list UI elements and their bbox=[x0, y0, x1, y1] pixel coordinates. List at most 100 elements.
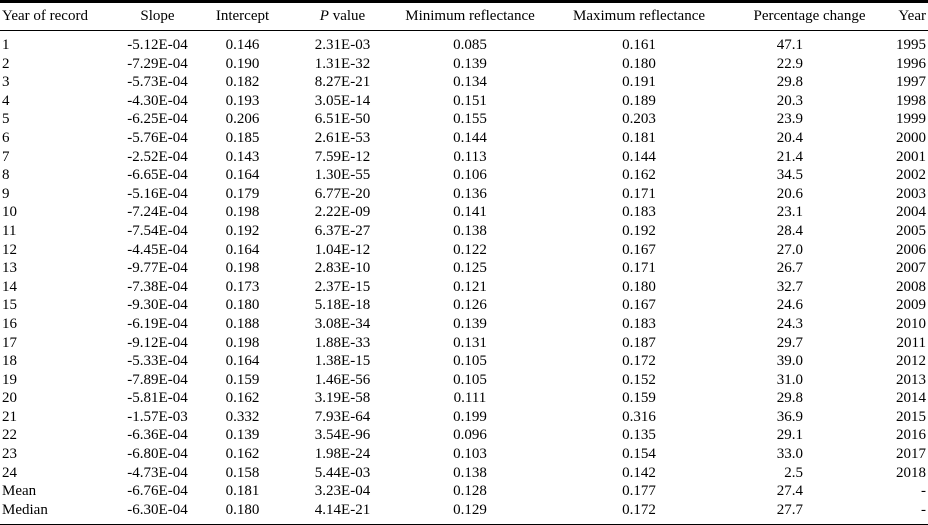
cell-p_value: 3.19E-58 bbox=[314, 390, 371, 407]
table-header: Year of record Slope Intercept P value M… bbox=[0, 1, 928, 31]
cell-p_value: 2.31E-03 bbox=[314, 37, 371, 53]
cell-year_of_record: 24 bbox=[2, 464, 17, 481]
cell-year_of_record: Mean bbox=[2, 483, 37, 500]
cell-min_reflectance: 0.122 bbox=[453, 241, 487, 258]
cell-year: 2010 bbox=[896, 315, 926, 332]
cell-year: 2014 bbox=[896, 390, 926, 407]
cell-intercept: 0.162 bbox=[225, 446, 260, 463]
cell-max_reflectance: 0.171 bbox=[622, 260, 656, 277]
cell-year_of_record: 17 bbox=[2, 334, 17, 351]
cell-percentage_change: 24.6 bbox=[776, 297, 803, 314]
cell-p_value: 1.04E-12 bbox=[314, 241, 371, 258]
cell-max_reflectance: 0.154 bbox=[622, 446, 656, 463]
cell-intercept: 0.180 bbox=[225, 297, 260, 314]
cell-year: 2008 bbox=[896, 278, 926, 295]
cell-year: 2005 bbox=[896, 222, 926, 239]
cell-year: 1999 bbox=[896, 111, 926, 128]
cell-year_of_record: 3 bbox=[2, 74, 10, 91]
cell-p_value: 1.46E-56 bbox=[314, 371, 371, 388]
cell-year_of_record: 14 bbox=[2, 278, 17, 295]
table-row: 1 -5.12E-04 0.146 2.31E-03 0.085 0.161 47.1 199… bbox=[0, 31, 928, 55]
cell-year_of_record: 11 bbox=[2, 222, 17, 239]
cell-year_of_record: 5 bbox=[2, 111, 10, 128]
cell-min_reflectance: 0.199 bbox=[453, 408, 487, 425]
cell-slope: -7.89E-04 bbox=[127, 371, 188, 388]
cell-intercept: 0.164 bbox=[225, 241, 260, 258]
table-row: 7 -2.52E-04 0.143 7.59E-12 0.113 0.144 21.4 200… bbox=[0, 148, 928, 167]
cell-p_value: 2.37E-15 bbox=[314, 278, 371, 295]
cell-year: 2017 bbox=[896, 446, 926, 463]
table-row: 19 -7.89E-04 0.159 1.46E-56 0.105 0.152 31.0 20… bbox=[0, 371, 928, 390]
cell-year: 2015 bbox=[896, 408, 926, 425]
cell-p_value: 2.83E-10 bbox=[314, 260, 371, 277]
cell-year_of_record: 22 bbox=[2, 427, 17, 444]
table-row: 10 -7.24E-04 0.198 2.22E-09 0.141 0.183 23.1 20… bbox=[0, 203, 928, 222]
cell-min_reflectance: 0.113 bbox=[453, 148, 487, 165]
cell-percentage_change: 2.5 bbox=[784, 464, 803, 481]
cell-year: 1995 bbox=[896, 37, 926, 53]
cell-p_value: 6.51E-50 bbox=[314, 111, 371, 128]
table-row: 15 -9.30E-04 0.180 5.18E-18 0.126 0.167 24.6 20… bbox=[0, 296, 928, 315]
cell-min_reflectance: 0.103 bbox=[453, 446, 487, 463]
cell-percentage_change: 20.3 bbox=[776, 92, 803, 109]
cell-slope: -2.52E-04 bbox=[127, 148, 188, 165]
table-row: 2 -7.29E-04 0.190 1.31E-32 0.139 0.180 22.9 199… bbox=[0, 55, 928, 74]
cell-intercept: 0.164 bbox=[225, 167, 260, 184]
cell-year: 2001 bbox=[896, 148, 926, 165]
cell-year: 1996 bbox=[896, 55, 926, 72]
cell-max_reflectance: 0.171 bbox=[622, 185, 656, 202]
cell-slope: -5.16E-04 bbox=[127, 185, 188, 202]
cell-min_reflectance: 0.155 bbox=[453, 111, 487, 128]
cell-intercept: 0.198 bbox=[225, 334, 260, 351]
cell-intercept: 0.332 bbox=[225, 408, 260, 425]
cell-year: 2007 bbox=[896, 260, 926, 277]
cell-max_reflectance: 0.181 bbox=[622, 129, 656, 146]
cell-intercept: 0.190 bbox=[225, 55, 260, 72]
cell-intercept: 0.192 bbox=[225, 222, 260, 239]
cell-max_reflectance: 0.167 bbox=[622, 241, 656, 258]
table-row: 5 -6.25E-04 0.206 6.51E-50 0.155 0.203 23.9 199… bbox=[0, 110, 928, 129]
cell-year: 2003 bbox=[896, 185, 926, 202]
cell-slope: -5.73E-04 bbox=[127, 74, 188, 91]
cell-max_reflectance: 0.152 bbox=[622, 371, 656, 388]
cell-year_of_record: Median bbox=[2, 501, 48, 518]
cell-max_reflectance: 0.191 bbox=[622, 74, 656, 91]
cell-year: 2012 bbox=[896, 353, 926, 370]
cell-slope: -9.30E-04 bbox=[127, 297, 188, 314]
cell-year: 2006 bbox=[896, 241, 926, 258]
table-row: 8 -6.65E-04 0.164 1.30E-55 0.106 0.162 34.5 200… bbox=[0, 166, 928, 185]
header-row: Year of record Slope Intercept P value M… bbox=[0, 1, 928, 31]
cell-intercept: 0.182 bbox=[225, 74, 260, 91]
cell-year: 2018 bbox=[896, 464, 926, 481]
cell-year: 2009 bbox=[896, 297, 926, 314]
cell-p_value: 3.23E-04 bbox=[314, 483, 371, 500]
cell-min_reflectance: 0.141 bbox=[453, 204, 487, 221]
cell-percentage_change: 29.1 bbox=[776, 427, 803, 444]
cell-max_reflectance: 0.187 bbox=[622, 334, 656, 351]
cell-year: - bbox=[921, 501, 926, 518]
cell-year_of_record: 16 bbox=[2, 315, 17, 332]
cell-max_reflectance: 0.144 bbox=[622, 148, 656, 165]
column-header-year-of-record: Year of record bbox=[0, 1, 115, 31]
cell-year_of_record: 6 bbox=[2, 129, 10, 146]
cell-min_reflectance: 0.111 bbox=[453, 390, 487, 407]
table-row: 22 -6.36E-04 0.139 3.54E-96 0.096 0.135 29.1 20… bbox=[0, 426, 928, 445]
cell-max_reflectance: 0.142 bbox=[622, 464, 656, 481]
cell-percentage_change: 32.7 bbox=[776, 278, 803, 295]
cell-max_reflectance: 0.177 bbox=[622, 483, 656, 500]
table-row: Median -6.30E-04 0.180 4.14E-21 0.129 0.172 27… bbox=[0, 501, 928, 525]
cell-intercept: 0.198 bbox=[225, 204, 260, 221]
cell-max_reflectance: 0.159 bbox=[622, 390, 656, 407]
table-row: 20 -5.81E-04 0.162 3.19E-58 0.111 0.159 29.8 20… bbox=[0, 389, 928, 408]
cell-slope: -6.65E-04 bbox=[127, 167, 188, 184]
cell-p_value: 4.14E-21 bbox=[314, 501, 371, 518]
cell-intercept: 0.159 bbox=[225, 371, 260, 388]
cell-percentage_change: 29.8 bbox=[776, 74, 803, 91]
column-header-slope: Slope bbox=[115, 1, 200, 31]
cell-year_of_record: 21 bbox=[2, 408, 17, 425]
cell-percentage_change: 21.4 bbox=[776, 148, 803, 165]
cell-max_reflectance: 0.135 bbox=[622, 427, 656, 444]
cell-p_value: 3.08E-34 bbox=[314, 315, 371, 332]
cell-percentage_change: 29.8 bbox=[776, 390, 803, 407]
cell-min_reflectance: 0.139 bbox=[453, 55, 487, 72]
